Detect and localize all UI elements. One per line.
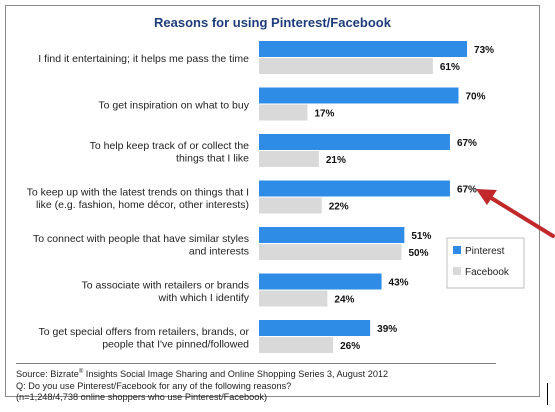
annotation-arrow-shaft: [486, 194, 555, 238]
pinterest-bar: [259, 134, 450, 150]
data-label: 73%: [474, 45, 494, 56]
data-label: 17%: [314, 109, 334, 120]
facebook-bar: [259, 290, 328, 307]
data-label: 43%: [389, 278, 409, 289]
data-label: 21%: [326, 155, 346, 166]
source-rest: Insights Social Image Sharing and Online…: [83, 369, 389, 380]
data-label: 22%: [329, 202, 349, 213]
data-label: 67%: [457, 185, 477, 196]
facebook-bar: [259, 151, 319, 167]
category-label: people that I've pinned/followed: [102, 338, 249, 350]
category-label: like (e.g. fashion, home décor, other in…: [36, 199, 249, 211]
category-label: To connect with people that have similar…: [33, 233, 249, 245]
facebook-bar: [259, 104, 308, 121]
pinterest-bar: [259, 87, 459, 104]
registered-mark: ®: [78, 369, 84, 375]
facebook-bar: [259, 197, 322, 214]
legend-label: Facebook: [465, 267, 510, 278]
category-label: To get special offers from retailers, br…: [39, 326, 250, 338]
category-label: To get inspiration on what to buy: [98, 100, 249, 112]
source-line: Source: Bizrate® Insights Social Image S…: [16, 367, 496, 381]
annotation-arrow-head: [476, 189, 497, 205]
facebook-bar: [259, 337, 334, 353]
legend-swatch: [453, 267, 461, 275]
category-label: To keep up with the latest trends on thi…: [27, 186, 249, 198]
data-label: 61%: [440, 62, 460, 73]
data-label: 51%: [411, 231, 431, 242]
pinterest-bar: [259, 180, 450, 197]
facebook-bar: [259, 244, 402, 260]
data-label: 39%: [377, 324, 397, 335]
legend-box: [446, 237, 525, 289]
base-line: (n=1,248/4,738 online shoppers who use P…: [16, 392, 268, 403]
category-label: To associate with retailers or brands: [82, 279, 250, 291]
data-label: 70%: [466, 92, 486, 103]
category-label: things that I like: [176, 152, 249, 164]
pinterest-bar: [259, 320, 371, 336]
category-label: To help keep track of or collect the: [90, 140, 249, 152]
data-label: 26%: [340, 341, 360, 352]
pinterest-bar: [259, 41, 468, 57]
pinterest-bar: [259, 273, 382, 290]
source-prefix: Source: Bizrate: [16, 369, 79, 380]
legend-label: Pinterest: [465, 246, 505, 257]
data-label: 67%: [457, 138, 477, 149]
category-label: with which I identify: [158, 292, 250, 304]
chart-title: Reasons for using Pinterest/Facebook: [154, 15, 391, 30]
source-footer: Source: Bizrate® Insights Social Image S…: [16, 363, 496, 404]
category-label: and interests: [189, 245, 249, 257]
category-label: I find it entertaining; it helps me pass…: [38, 53, 249, 65]
text-cursor: [547, 383, 548, 405]
legend-swatch: [453, 246, 461, 254]
data-label: 50%: [409, 248, 429, 259]
data-label: 24%: [334, 295, 354, 306]
facebook-bar: [259, 58, 433, 74]
pinterest-bar: [259, 227, 405, 243]
question-line: Q: Do you use Pinterest/Facebook for any…: [16, 380, 292, 391]
